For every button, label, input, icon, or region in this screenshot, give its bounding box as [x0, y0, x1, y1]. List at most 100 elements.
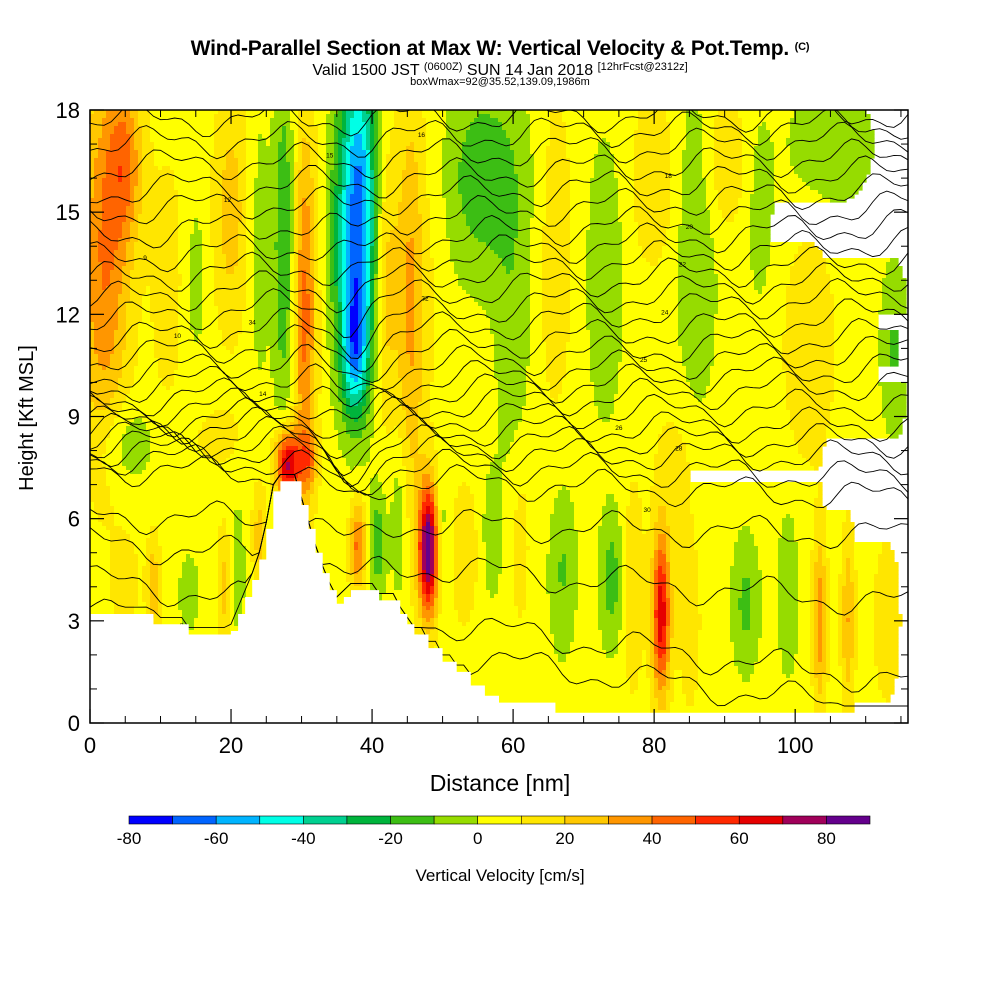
velocity-cell [122, 290, 131, 295]
velocity-cell [334, 130, 339, 135]
velocity-cell [422, 522, 427, 527]
velocity-cell [306, 274, 311, 279]
velocity-cell [322, 342, 327, 347]
velocity-cell [834, 302, 883, 307]
velocity-cell [254, 218, 279, 223]
velocity-cell [294, 202, 299, 207]
velocity-cell [606, 502, 619, 507]
velocity-cell [370, 186, 375, 191]
velocity-cell [530, 122, 551, 127]
velocity-cell [614, 406, 787, 411]
velocity-cell [238, 234, 247, 239]
velocity-cell [166, 386, 171, 391]
velocity-cell [142, 190, 179, 195]
velocity-cell [366, 150, 371, 155]
velocity-cell [658, 534, 667, 539]
velocity-cell [322, 386, 331, 391]
velocity-cell [498, 406, 523, 411]
velocity-cell [102, 194, 131, 199]
velocity-cell [330, 358, 335, 363]
velocity-cell [178, 334, 195, 339]
velocity-cell [102, 278, 111, 283]
velocity-cell [218, 542, 231, 547]
velocity-cell [702, 166, 715, 171]
velocity-cell [386, 310, 407, 315]
velocity-cell [210, 222, 223, 227]
velocity-cell [314, 398, 319, 403]
velocity-cell [454, 266, 507, 271]
velocity-cell [638, 234, 667, 239]
velocity-cell [126, 426, 147, 431]
velocity-cell [326, 126, 335, 131]
velocity-cell [142, 142, 155, 147]
velocity-cell [678, 342, 715, 347]
velocity-cell [422, 262, 435, 267]
velocity-cell [378, 302, 383, 307]
velocity-cell [250, 542, 255, 547]
velocity-cell [574, 510, 603, 515]
velocity-cell [158, 358, 179, 363]
velocity-cell [486, 482, 503, 487]
velocity-cell [350, 302, 355, 307]
velocity-cell [106, 406, 123, 411]
velocity-cell [178, 330, 195, 335]
velocity-cell [574, 514, 603, 519]
velocity-cell [214, 114, 247, 119]
velocity-cell [278, 446, 283, 451]
velocity-cell [334, 358, 339, 363]
velocity-cell [418, 554, 423, 559]
velocity-cell [494, 458, 507, 463]
velocity-cell [830, 278, 883, 283]
velocity-cell [406, 326, 415, 331]
velocity-cell [402, 518, 411, 523]
velocity-cell [302, 306, 311, 311]
velocity-cell [414, 142, 427, 147]
velocity-cell [90, 138, 99, 143]
velocity-cell [426, 550, 431, 555]
velocity-cell [254, 338, 279, 343]
velocity-cell [302, 210, 311, 215]
velocity-cell [302, 398, 311, 403]
velocity-cell [458, 186, 519, 191]
velocity-cell [334, 318, 339, 323]
velocity-cell [242, 530, 251, 535]
velocity-cell [110, 554, 139, 559]
velocity-cell [210, 238, 223, 243]
velocity-cell [402, 178, 419, 183]
velocity-cell [374, 186, 379, 191]
velocity-cell [606, 138, 635, 143]
velocity-cell [374, 162, 379, 167]
velocity-cell [318, 414, 335, 419]
velocity-cell [426, 538, 431, 543]
velocity-cell [890, 258, 899, 263]
velocity-cell [314, 366, 323, 371]
velocity-cell [118, 326, 127, 331]
velocity-cell [542, 270, 571, 275]
velocity-cell [178, 270, 191, 275]
velocity-cell [150, 446, 203, 451]
velocity-cell [394, 490, 403, 495]
velocity-cell [438, 470, 491, 475]
velocity-cell [102, 222, 123, 227]
velocity-cell [314, 246, 319, 251]
velocity-cell [502, 122, 531, 127]
velocity-cell [122, 286, 131, 291]
velocity-cell [222, 186, 239, 191]
velocity-cell [266, 138, 271, 143]
velocity-cell [702, 138, 715, 143]
velocity-cell [518, 234, 531, 239]
velocity-cell [334, 238, 339, 243]
velocity-cell [446, 198, 463, 203]
velocity-cell [150, 318, 179, 323]
velocity-cell [442, 194, 463, 199]
velocity-cell [382, 186, 387, 191]
velocity-cell [102, 130, 115, 135]
velocity-cell [138, 234, 179, 239]
velocity-cell [326, 142, 335, 147]
velocity-cell [830, 402, 883, 407]
velocity-cell [426, 146, 443, 151]
velocity-cell [254, 198, 279, 203]
velocity-cell [498, 398, 527, 403]
velocity-cell [742, 158, 755, 163]
velocity-cell [318, 202, 327, 207]
